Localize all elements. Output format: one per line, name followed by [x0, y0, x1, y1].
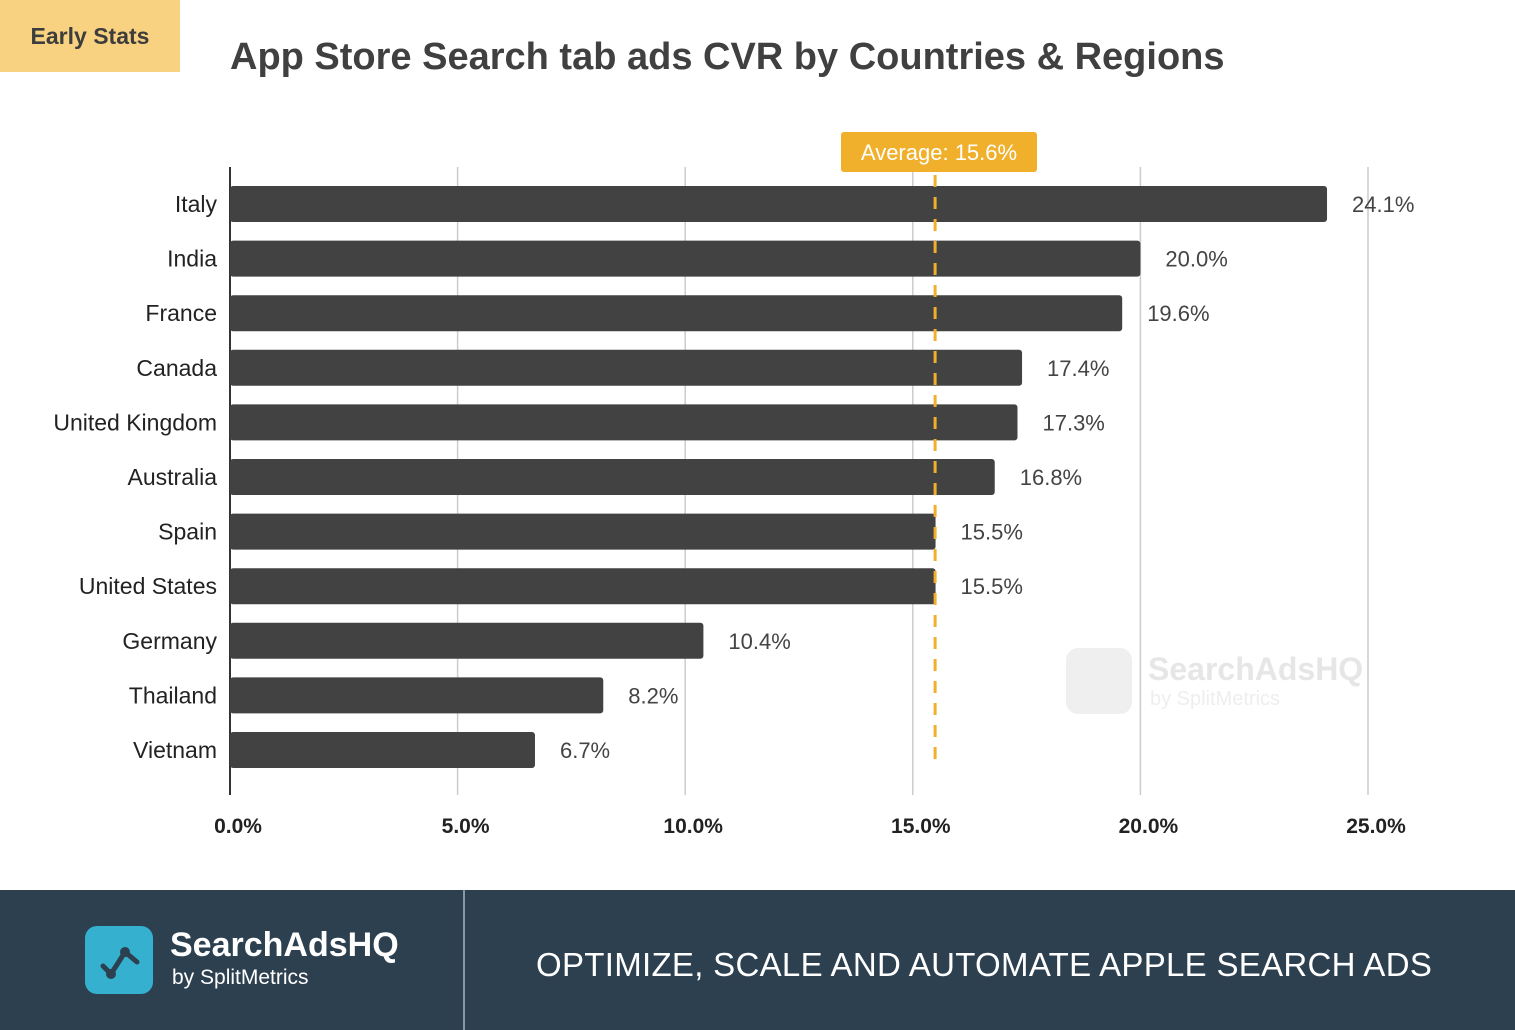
divider — [463, 890, 465, 1030]
average-label: Average: 15.6% — [861, 140, 1017, 165]
value-label: 15.5% — [961, 574, 1023, 599]
bar-canada — [230, 349, 1023, 386]
average-label-box — [841, 132, 1037, 172]
bar-thailand — [230, 677, 604, 714]
category-label: France — [145, 300, 217, 326]
value-label: 10.4% — [728, 629, 790, 654]
category-label: Vietnam — [133, 737, 217, 763]
searchadshq-logo-icon — [85, 926, 153, 994]
category-label: Spain — [158, 519, 217, 545]
category-label: India — [167, 246, 217, 272]
value-label: 16.8% — [1020, 465, 1082, 490]
bar-australia — [230, 459, 995, 495]
x-tick-label: 10.0% — [663, 815, 723, 838]
watermark-brand: SearchAdsHQ — [1148, 651, 1363, 687]
category-label: Germany — [122, 628, 217, 654]
bar-united-kingdom — [230, 404, 1018, 441]
footer-brand-sub: by SplitMetrics — [172, 966, 309, 989]
x-tick-label: 20.0% — [1119, 815, 1179, 838]
footer: SearchAdsHQ by SplitMetrics OPTIMIZE, SC… — [0, 890, 1515, 1030]
bar-france — [230, 295, 1123, 332]
early-stats-badge: Early Stats — [0, 0, 180, 72]
x-tick-label: 5.0% — [442, 815, 490, 838]
watermark — [1066, 648, 1132, 714]
category-label: Canada — [136, 355, 217, 381]
bar-germany — [230, 622, 704, 659]
value-label: 17.3% — [1042, 410, 1104, 435]
bar-italy — [230, 186, 1328, 222]
chart-title: App Store Search tab ads CVR by Countrie… — [230, 36, 1225, 78]
value-label: 8.2% — [628, 683, 678, 708]
category-label: United States — [79, 573, 217, 599]
value-label: 6.7% — [560, 738, 610, 763]
footer-slogan: OPTIMIZE, SCALE AND AUTOMATE APPLE SEARC… — [536, 946, 1433, 983]
x-tick-label: 15.0% — [891, 815, 951, 838]
bar-spain — [230, 513, 936, 550]
category-label: Italy — [175, 191, 218, 217]
value-label: 15.5% — [961, 520, 1023, 545]
category-label: United Kingdom — [53, 409, 217, 435]
value-label: 20.0% — [1165, 247, 1227, 272]
bar-vietnam — [230, 732, 535, 768]
footer-brand: SearchAdsHQ — [170, 926, 399, 964]
bar-chart: 0.0% 5.0% 10.0% 15.0% 20.0% 25.0% SearchAdsHQb… — [53, 132, 1414, 838]
x-tick-label: 0.0% — [214, 815, 262, 838]
value-label: 17.4% — [1047, 356, 1109, 381]
watermark-sub: by SplitMetrics — [1150, 688, 1280, 710]
bar-united-states — [230, 568, 936, 605]
x-tick-label: 25.0% — [1346, 815, 1406, 838]
value-label: 24.1% — [1352, 192, 1414, 217]
category-label: Thailand — [129, 682, 217, 708]
value-label: 19.6% — [1147, 301, 1209, 326]
category-label: Australia — [128, 464, 218, 490]
bar-india — [230, 240, 1141, 277]
